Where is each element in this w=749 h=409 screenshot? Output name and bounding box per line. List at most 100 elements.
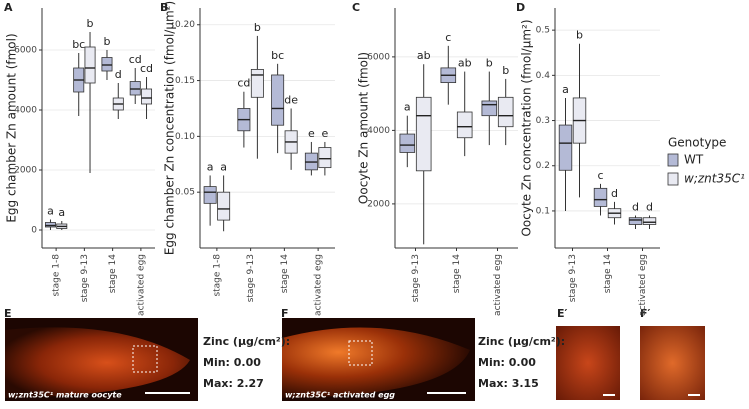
significance-letter: d xyxy=(646,200,653,213)
image-e xyxy=(5,318,198,401)
x-tick-label: stage 14 xyxy=(280,254,290,294)
significance-letter: b xyxy=(103,35,110,48)
zinc-max: Max: 3.15 xyxy=(478,377,539,390)
significance-letter: d xyxy=(632,200,639,213)
box xyxy=(217,191,231,221)
box xyxy=(558,124,573,171)
significance-letter: de xyxy=(284,93,298,106)
significance-letter: b xyxy=(576,29,583,42)
y-tick-label: 0.4 xyxy=(536,71,551,81)
y-tick-label: 4000 xyxy=(367,126,390,136)
panel-label: A xyxy=(4,1,13,14)
x-tick-label: activated egg xyxy=(314,254,324,316)
y-axis-title: Oocyte Zn concentration (fmol/μm²) xyxy=(520,19,534,236)
significance-letter: ab xyxy=(458,57,472,70)
box xyxy=(628,217,643,225)
significance-letter: a xyxy=(58,206,65,219)
box xyxy=(101,57,113,72)
caption: w;znt35C¹ activated egg xyxy=(285,391,395,400)
x-tick-label: stage 14 xyxy=(603,254,613,294)
y-tick-label: 0 xyxy=(31,226,37,236)
significance-letter: ab xyxy=(417,49,431,62)
legend-label: WT xyxy=(684,153,704,167)
y-tick-label: 0.20 xyxy=(175,20,195,30)
significance-letter: e xyxy=(321,127,328,140)
significance-letter: b xyxy=(486,57,493,70)
x-tick-label: activated egg xyxy=(493,254,503,316)
box xyxy=(593,187,608,207)
legend-key xyxy=(667,172,679,186)
box xyxy=(642,217,657,225)
x-tick-label: stage 9-13 xyxy=(80,254,90,302)
image-f-prime xyxy=(640,326,705,400)
panel-label: B xyxy=(160,1,168,14)
box xyxy=(84,46,96,84)
zinc-title: Zinc (μg/cm²): xyxy=(203,335,290,348)
zinc-min: Min: 0.00 xyxy=(203,356,261,369)
significance-letter: e xyxy=(308,127,315,140)
x-tick-label: stage 9-13 xyxy=(568,254,578,302)
box xyxy=(318,147,332,169)
x-tick-label: stage 9-13 xyxy=(411,254,421,302)
panel-label: E′ xyxy=(557,307,568,320)
y-tick-label: 0.10 xyxy=(175,132,195,142)
y-tick-label: 6000 xyxy=(367,52,390,62)
significance-letter: d xyxy=(611,187,618,200)
panel-label: D xyxy=(516,1,525,14)
significance-letter: cd xyxy=(140,62,153,75)
significance-letter: c xyxy=(445,31,451,44)
y-tick-label: 0.15 xyxy=(175,76,195,86)
image-f xyxy=(282,318,475,401)
panel-label: F xyxy=(281,307,289,320)
y-tick-label: 0.5 xyxy=(536,26,550,36)
box xyxy=(415,96,432,172)
y-tick-label: 0.2 xyxy=(536,161,550,171)
zinc-max: Max: 2.27 xyxy=(203,377,264,390)
panel-label: C xyxy=(352,1,360,14)
x-tick-label: stage 14 xyxy=(108,254,118,294)
caption: w;znt35C¹ mature oocyte xyxy=(8,391,122,400)
y-tick-label: 2000 xyxy=(367,199,390,209)
x-tick-label: activated egg xyxy=(638,254,648,316)
significance-letter: b xyxy=(254,21,261,34)
significance-letter: a xyxy=(207,160,214,173)
significance-letter: a xyxy=(562,83,569,96)
y-tick-label: 0.3 xyxy=(536,116,550,126)
y-tick-label: 0.1 xyxy=(536,206,550,216)
significance-letter: a xyxy=(404,101,411,114)
significance-letter: cd xyxy=(237,77,250,90)
y-tick-label: 2000 xyxy=(14,166,37,176)
significance-letter: bc xyxy=(271,49,284,62)
significance-letter: b xyxy=(502,64,509,77)
significance-letter: b xyxy=(87,17,94,30)
x-tick-label: stage 14 xyxy=(452,254,462,294)
y-tick-label: 0.05 xyxy=(175,188,195,198)
significance-letter: d xyxy=(115,68,122,81)
significance-letter: cd xyxy=(129,53,142,66)
box xyxy=(129,81,141,96)
box xyxy=(203,186,217,204)
significance-letter: a xyxy=(220,160,227,173)
box xyxy=(141,88,153,105)
box xyxy=(250,68,264,98)
y-axis-title: Egg chamber Zn concentration (fmol/μm²) xyxy=(163,1,177,255)
box xyxy=(271,74,285,126)
panel-label: E xyxy=(4,307,12,320)
x-tick-label: activated egg xyxy=(136,254,146,316)
y-tick-label: 4000 xyxy=(14,106,37,116)
x-tick-label: stage 1-8 xyxy=(212,254,222,297)
significance-letter: bc xyxy=(72,38,85,51)
box xyxy=(456,111,473,139)
panel-label: F′ xyxy=(640,307,651,320)
box xyxy=(481,100,498,117)
zinc-min: Min: 0.00 xyxy=(478,356,536,369)
box xyxy=(399,133,416,153)
legend-title: Genotype xyxy=(668,136,726,150)
y-axis-title: Oocyte Zn amount (fmol) xyxy=(357,52,371,204)
zinc-title: Zinc (μg/cm²): xyxy=(478,335,565,348)
x-tick-label: stage 1-8 xyxy=(52,254,62,297)
box xyxy=(44,222,56,228)
y-tick-label: 6000 xyxy=(14,46,37,56)
significance-letter: c xyxy=(597,169,603,182)
